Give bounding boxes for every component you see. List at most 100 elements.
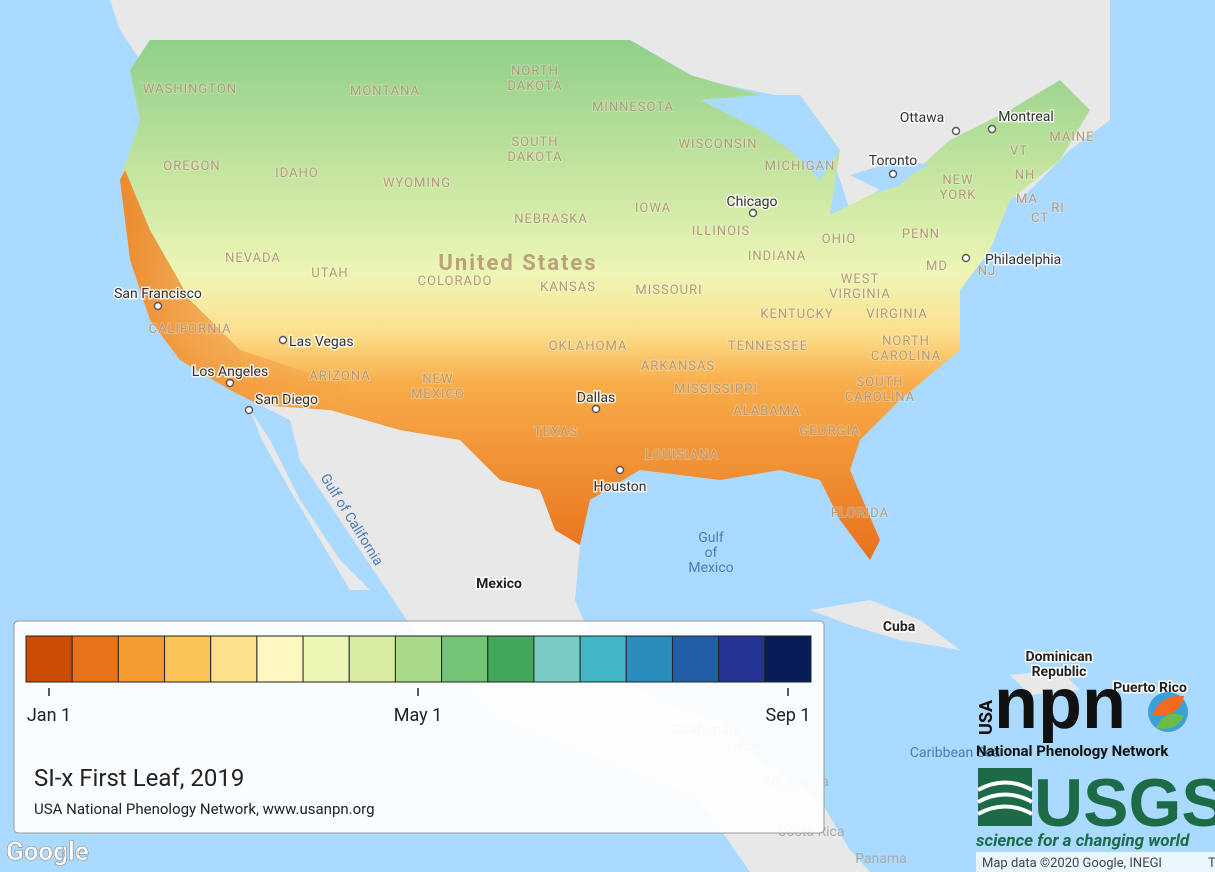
state-label: NORTH DAKOTA bbox=[507, 64, 562, 94]
state-label: CT bbox=[1031, 211, 1049, 226]
state-label: KANSAS bbox=[540, 280, 596, 295]
state-label: ALABAMA bbox=[733, 404, 801, 419]
state-label: NEVADA bbox=[225, 251, 281, 266]
city-label: San Diego bbox=[255, 392, 318, 408]
city-marker bbox=[591, 404, 601, 414]
state-label: UTAH bbox=[311, 266, 348, 281]
city-marker bbox=[153, 301, 163, 311]
state-label: SOUTH DAKOTA bbox=[507, 135, 562, 165]
california-surface bbox=[120, 170, 400, 420]
legend-swatch bbox=[25, 635, 73, 683]
legend-title: SI-x First Leaf, 2019 bbox=[34, 764, 244, 792]
state-label: OKLAHOMA bbox=[549, 339, 628, 354]
city-marker bbox=[888, 169, 898, 179]
legend-swatch bbox=[441, 635, 489, 683]
first-leaf-surface bbox=[120, 40, 1090, 560]
country-label: United States bbox=[438, 251, 597, 276]
state-label: NH bbox=[1015, 168, 1036, 183]
city-marker bbox=[278, 335, 288, 345]
state-label: RI bbox=[1051, 201, 1065, 216]
legend-swatch bbox=[671, 635, 720, 683]
npn-name: National Phenology Network bbox=[976, 742, 1169, 760]
city-marker bbox=[987, 124, 997, 134]
legend-swatch bbox=[394, 635, 443, 683]
city-label: San Francisco bbox=[114, 286, 202, 302]
state-label: NORTH CAROLINA bbox=[871, 334, 941, 364]
state-label: WEST VIRGINIA bbox=[829, 272, 891, 302]
legend-scale: Jan 1 May 1 Sep 1 bbox=[25, 635, 812, 726]
state-label: FLORIDA bbox=[831, 506, 889, 521]
google-logo: Google bbox=[6, 837, 89, 867]
legend-tick-label: Jan 1 bbox=[27, 705, 71, 726]
state-label: NEW MEXICO bbox=[411, 372, 465, 402]
state-label: WYOMING bbox=[383, 176, 451, 191]
legend-swatch bbox=[487, 635, 535, 683]
state-label: IDAHO bbox=[275, 166, 319, 181]
water-label: Gulf of Mexico bbox=[688, 530, 733, 576]
state-label: INDIANA bbox=[748, 249, 806, 264]
country-label: Dominican Republic bbox=[1025, 649, 1092, 680]
usgs-logo: USGS bbox=[1034, 765, 1215, 841]
city-marker bbox=[961, 253, 971, 263]
attribution-bar bbox=[976, 852, 1215, 872]
state-label: MA bbox=[1016, 192, 1038, 207]
legend-swatch bbox=[256, 635, 304, 683]
state-label: MD bbox=[926, 259, 948, 274]
legend-tick-label: May 1 bbox=[394, 705, 442, 726]
canada-land bbox=[110, 0, 1110, 210]
state-label: GEORGIA bbox=[799, 424, 860, 439]
city-label: Houston bbox=[593, 479, 646, 495]
city-label: Chicago bbox=[726, 194, 777, 210]
city-label: Los Angeles bbox=[192, 364, 268, 380]
legend-swatch bbox=[117, 635, 166, 683]
cuba-land bbox=[810, 600, 960, 650]
map-labels: WASHINGTON MONTANA NORTH DAKOTA MINNESOTA SOU… bbox=[113, 63, 1189, 867]
state-label: WASHINGTON bbox=[143, 82, 237, 97]
state-label: CALIFORNIA bbox=[148, 322, 231, 337]
legend-source: USA National Phenology Network, www.usan… bbox=[34, 800, 375, 818]
state-label: OHIO bbox=[822, 232, 857, 247]
city-label: Philadelphia bbox=[985, 252, 1061, 268]
state-label: WISCONSIN bbox=[679, 137, 758, 152]
city-label: Montreal bbox=[998, 109, 1054, 125]
legend-swatch bbox=[348, 635, 396, 683]
city-marker bbox=[244, 405, 254, 415]
legend-swatch bbox=[533, 635, 581, 683]
legend-swatch bbox=[210, 635, 258, 683]
legend-swatch bbox=[764, 635, 812, 683]
npn-leaf-icon bbox=[1156, 713, 1184, 729]
state-label: MINNESOTA bbox=[592, 100, 674, 115]
state-label: OREGON bbox=[163, 159, 220, 174]
country-label: Mexico bbox=[476, 576, 522, 592]
legend-tick-label: Sep 1 bbox=[766, 705, 811, 726]
city-marker bbox=[615, 465, 625, 475]
state-label: VIRGINIA bbox=[866, 307, 928, 322]
legend-swatch bbox=[625, 635, 673, 683]
legend-swatch bbox=[579, 635, 627, 683]
state-label: ILLINOIS bbox=[692, 224, 751, 239]
state-label: COLORADO bbox=[418, 274, 493, 289]
state-label: MISSISSIPPI bbox=[674, 382, 758, 397]
city-marker bbox=[951, 126, 961, 136]
country-label: Panama bbox=[855, 851, 907, 867]
usgs-wave-icon bbox=[977, 780, 1033, 816]
city-label: Dallas bbox=[577, 390, 615, 406]
usgs-tagline: science for a changing world bbox=[976, 831, 1190, 851]
npn-logo: npn bbox=[994, 664, 1126, 744]
country-label: Cuba bbox=[883, 619, 916, 635]
usa-logo-text: USA bbox=[976, 699, 997, 735]
legend-swatch bbox=[164, 635, 212, 683]
state-label: MONTANA bbox=[350, 84, 420, 99]
state-label: MAINE bbox=[1049, 130, 1094, 145]
legend-swatch bbox=[71, 635, 119, 683]
city-label: Toronto bbox=[869, 153, 917, 169]
baja-land bbox=[250, 410, 370, 590]
city-label: Las Vegas bbox=[289, 334, 354, 350]
state-label: ARIZONA bbox=[309, 369, 370, 384]
state-label: SOUTH CAROLINA bbox=[845, 375, 915, 405]
state-label: NEW YORK bbox=[940, 173, 977, 203]
water-label: Caribbean Sea bbox=[910, 745, 1000, 761]
state-label: MISSOURI bbox=[635, 283, 702, 298]
terms-link[interactable]: T bbox=[1208, 856, 1215, 871]
